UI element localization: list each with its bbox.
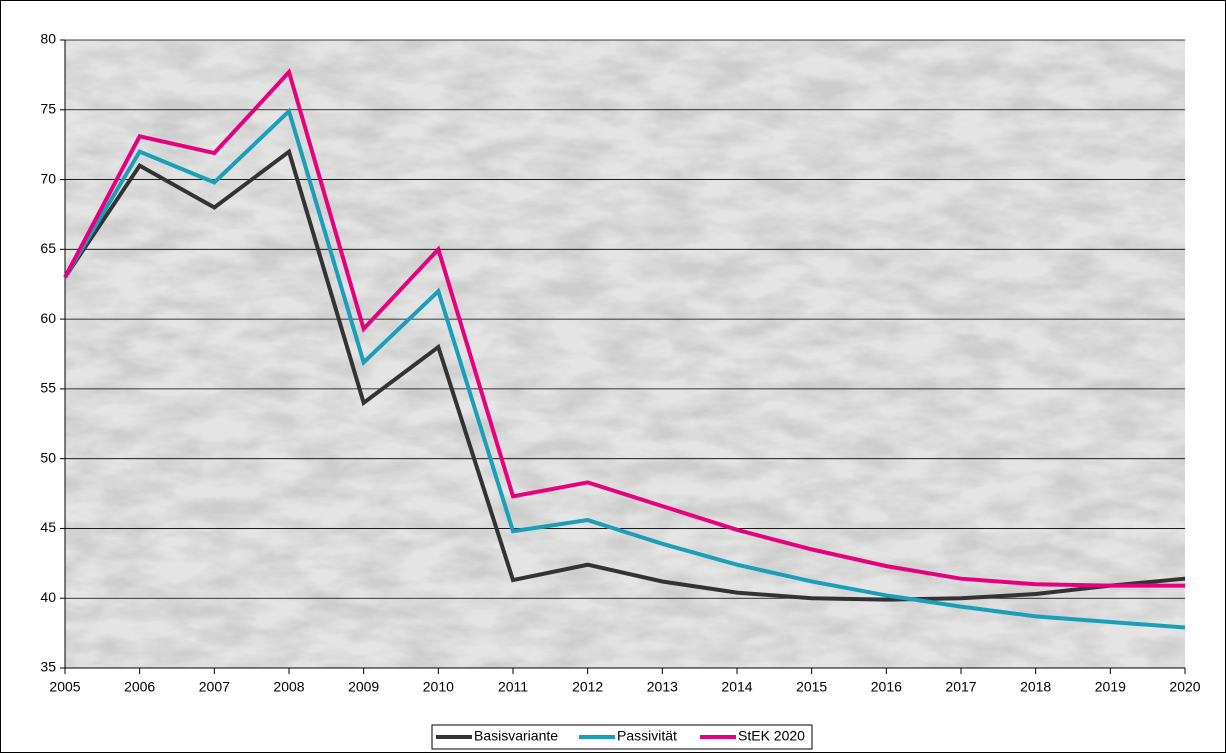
x-tick-label: 2017 xyxy=(945,679,976,695)
x-tick-label: 2019 xyxy=(1095,679,1126,695)
y-tick-label: 65 xyxy=(40,240,56,256)
y-tick-label: 80 xyxy=(40,31,56,47)
x-tick-label: 2007 xyxy=(199,679,230,695)
x-tick-label: 2005 xyxy=(49,679,80,695)
y-tick-label: 45 xyxy=(40,519,56,535)
legend-box xyxy=(431,724,813,750)
y-tick-label: 35 xyxy=(40,659,56,675)
legend-label: Passivität xyxy=(617,728,677,744)
x-tick-label: 2008 xyxy=(273,679,304,695)
y-tick-label: 60 xyxy=(40,310,56,326)
x-tick-label: 2014 xyxy=(721,679,752,695)
series-line xyxy=(63,148,1186,602)
x-tick-label: 2006 xyxy=(124,679,155,695)
x-tick-label: 2011 xyxy=(498,679,528,695)
y-tick-label: 50 xyxy=(40,449,56,465)
x-tick-label: 2009 xyxy=(348,679,379,695)
x-tick-label: 2012 xyxy=(572,679,603,695)
y-tick-label: 40 xyxy=(40,589,56,605)
series-line xyxy=(63,107,1186,630)
y-tick-label: 70 xyxy=(40,170,56,186)
series-line xyxy=(63,68,1185,588)
legend-label: StEK 2020 xyxy=(738,728,805,744)
y-tick-label: 55 xyxy=(40,380,56,396)
x-tick-label: 2015 xyxy=(796,679,827,695)
legend-label: Basisvariante xyxy=(474,728,558,744)
x-tick-label: 2010 xyxy=(423,679,454,695)
x-tick-label: 2018 xyxy=(1020,679,1051,695)
y-tick-label: 75 xyxy=(40,100,56,116)
x-tick-label: 2020 xyxy=(1169,679,1200,695)
x-tick-label: 2013 xyxy=(647,679,678,695)
x-tick-label: 2016 xyxy=(871,679,902,695)
